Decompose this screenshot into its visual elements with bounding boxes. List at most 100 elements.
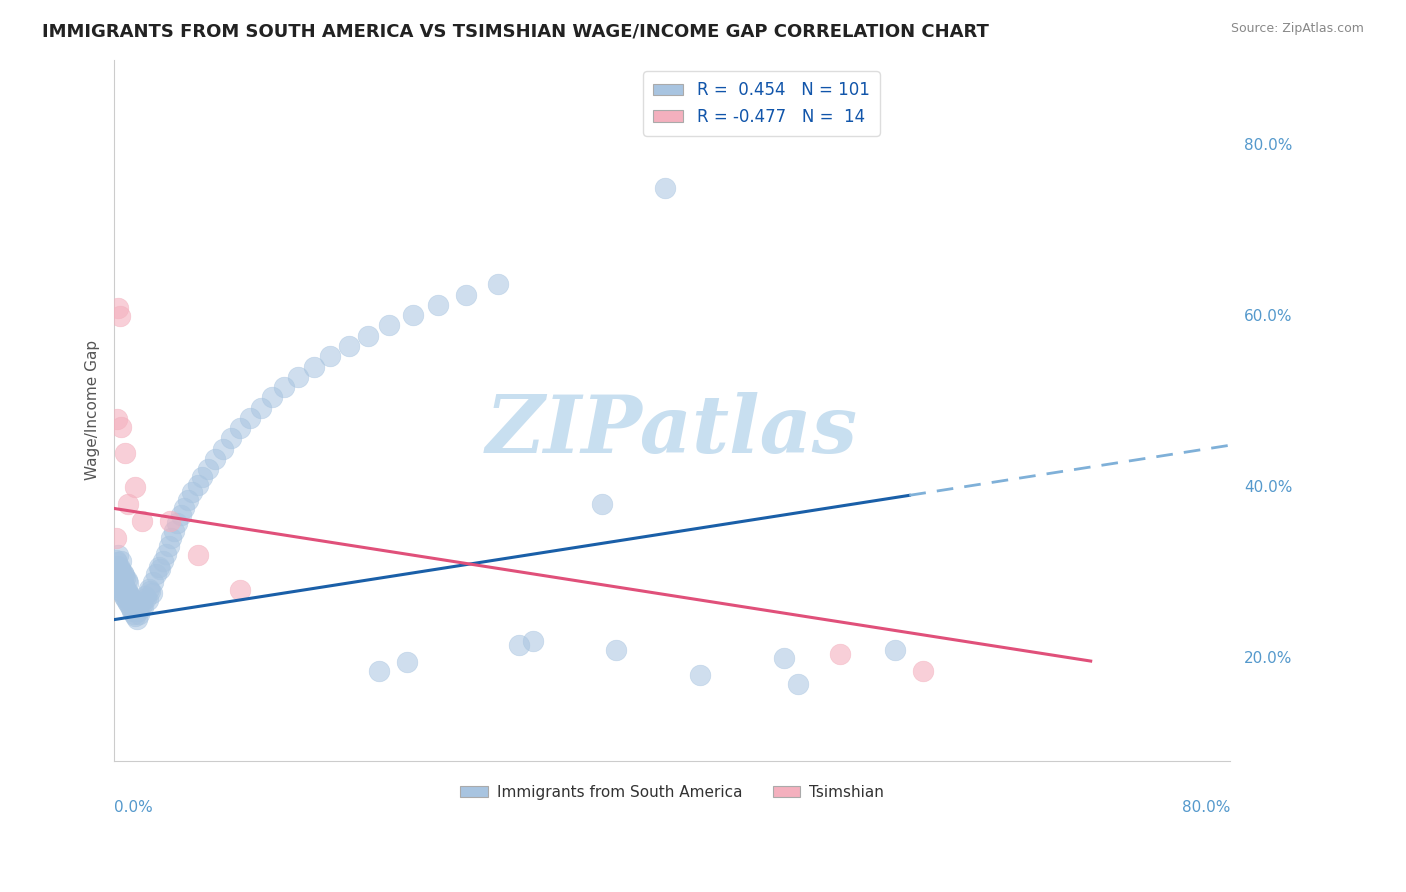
Point xyxy=(105,566,128,580)
Point xyxy=(104,561,127,575)
Point xyxy=(115,594,138,608)
Point xyxy=(522,634,544,648)
Point xyxy=(273,380,295,394)
Text: 40.0%: 40.0% xyxy=(1244,480,1292,494)
Text: Source: ZipAtlas.com: Source: ZipAtlas.com xyxy=(1230,22,1364,36)
Point xyxy=(204,451,226,466)
Point xyxy=(884,642,907,657)
Point xyxy=(104,570,127,584)
Point xyxy=(177,492,200,507)
Point xyxy=(135,591,157,606)
Point xyxy=(173,500,195,515)
Point xyxy=(357,328,380,343)
Point xyxy=(117,497,139,511)
Point xyxy=(107,569,129,583)
Point xyxy=(114,446,136,460)
Point xyxy=(191,470,214,484)
Point xyxy=(426,298,449,312)
Legend: Immigrants from South America, Tsimshian: Immigrants from South America, Tsimshian xyxy=(454,779,890,805)
Point xyxy=(124,599,146,613)
Point xyxy=(128,607,150,621)
Point xyxy=(110,553,132,567)
Point xyxy=(402,308,425,322)
Point xyxy=(187,477,209,491)
Point xyxy=(122,607,145,621)
Point xyxy=(368,664,391,678)
Point xyxy=(118,599,141,613)
Point xyxy=(115,583,138,598)
Point xyxy=(187,549,209,563)
Point xyxy=(912,664,935,678)
Point xyxy=(110,420,132,434)
Point xyxy=(155,547,177,561)
Text: 0.0%: 0.0% xyxy=(114,799,153,814)
Point xyxy=(121,594,143,608)
Point xyxy=(181,485,204,500)
Text: 60.0%: 60.0% xyxy=(1244,309,1292,324)
Point xyxy=(108,581,131,595)
Point xyxy=(396,656,419,670)
Point xyxy=(120,591,142,606)
Point xyxy=(159,514,181,528)
Point xyxy=(786,677,808,691)
Point xyxy=(828,647,851,661)
Point xyxy=(141,586,163,600)
Point xyxy=(145,567,167,582)
Point xyxy=(110,574,132,588)
Point xyxy=(118,589,141,603)
Point xyxy=(260,390,283,404)
Text: ZIPatlas: ZIPatlas xyxy=(486,392,858,470)
Point xyxy=(112,578,135,592)
Point xyxy=(111,586,134,600)
Point xyxy=(166,516,188,530)
Point xyxy=(454,287,477,301)
Point xyxy=(229,421,252,435)
Point xyxy=(107,301,129,315)
Point xyxy=(319,349,342,363)
Point xyxy=(121,604,143,618)
Point xyxy=(125,601,148,615)
Point xyxy=(287,369,309,384)
Point xyxy=(117,575,139,590)
Point xyxy=(142,574,165,589)
Point xyxy=(117,586,139,600)
Point xyxy=(134,589,156,603)
Point xyxy=(689,668,711,682)
Text: 80.0%: 80.0% xyxy=(1182,799,1230,814)
Point xyxy=(104,532,127,546)
Point xyxy=(157,539,180,553)
Point xyxy=(132,599,155,614)
Point xyxy=(111,566,134,580)
Point xyxy=(120,601,142,615)
Point xyxy=(115,574,138,588)
Point xyxy=(107,558,129,573)
Point xyxy=(591,497,613,511)
Point xyxy=(238,410,260,425)
Text: 20.0%: 20.0% xyxy=(1244,650,1292,665)
Point xyxy=(122,596,145,610)
Point xyxy=(378,318,401,333)
Point xyxy=(131,514,153,528)
Point xyxy=(221,431,243,445)
Point xyxy=(105,555,128,569)
Point xyxy=(654,181,676,195)
Point xyxy=(148,559,170,574)
Point xyxy=(107,549,129,563)
Point xyxy=(170,508,193,523)
Point xyxy=(105,575,128,590)
Point xyxy=(138,582,160,596)
Point xyxy=(104,553,127,567)
Point xyxy=(124,480,146,494)
Point xyxy=(508,638,530,652)
Point xyxy=(108,561,131,575)
Point xyxy=(149,562,172,576)
Point xyxy=(605,642,627,657)
Point xyxy=(139,584,162,599)
Point xyxy=(111,575,134,590)
Point xyxy=(124,609,146,624)
Point xyxy=(249,401,271,415)
Point xyxy=(112,568,135,582)
Y-axis label: Wage/Income Gap: Wage/Income Gap xyxy=(86,340,100,480)
Point xyxy=(212,442,235,456)
Point xyxy=(117,596,139,610)
